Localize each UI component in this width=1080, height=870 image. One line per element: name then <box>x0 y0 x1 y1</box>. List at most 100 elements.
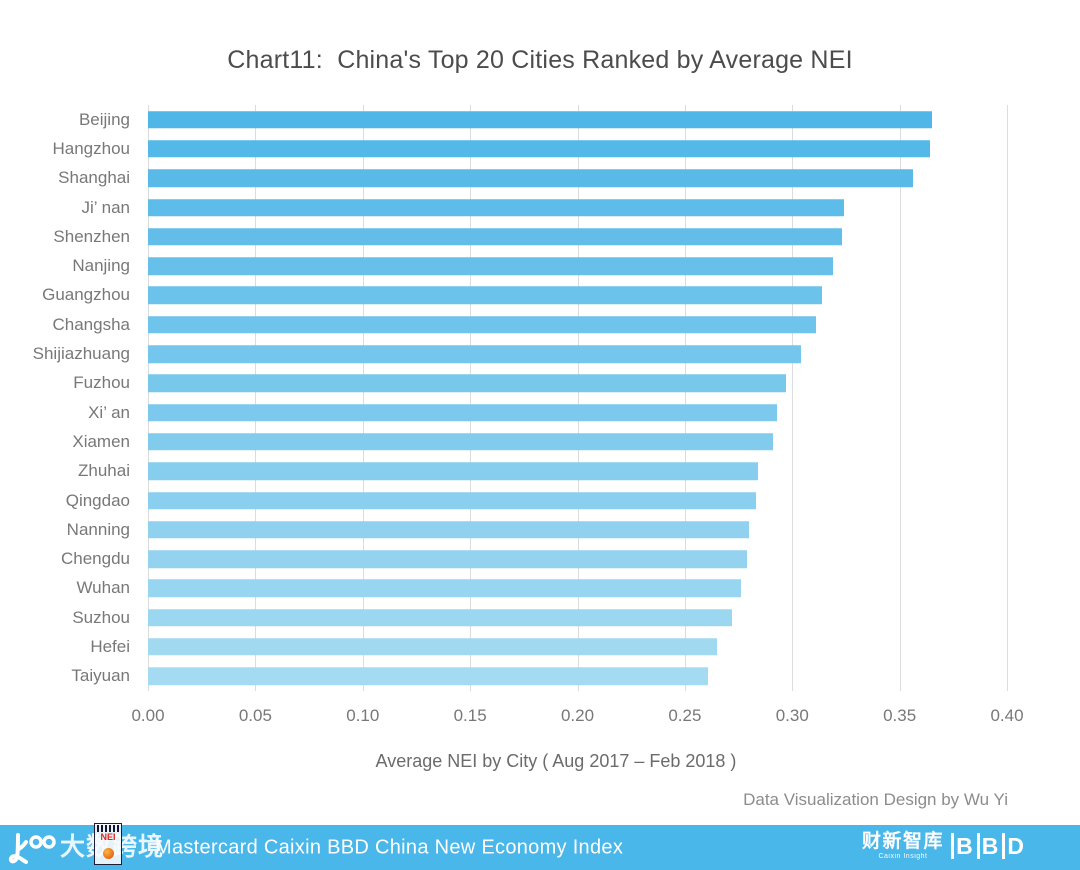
gridline <box>577 105 579 691</box>
bar-track <box>148 427 1007 456</box>
value-bar <box>148 198 844 217</box>
nei-barcode-icon <box>97 825 119 832</box>
gridline <box>1007 105 1008 691</box>
bar-track <box>148 457 1007 486</box>
value-bar <box>148 374 786 393</box>
plot-gridlines <box>148 105 1008 691</box>
gridline <box>362 105 364 691</box>
nei-badge-icon: NEI <box>94 823 122 865</box>
bar-track <box>148 398 1007 427</box>
city-label: Chengdu <box>60 549 130 569</box>
value-bar <box>148 169 913 187</box>
bar-track <box>148 105 1007 134</box>
bbd-letter: D <box>1002 833 1024 859</box>
bar-track <box>148 369 1007 398</box>
bar-track <box>148 164 1007 193</box>
bar-track <box>148 574 1007 603</box>
bbd-letter: B <box>976 833 999 859</box>
city-label: Qingdao <box>65 490 130 510</box>
bbd-letter: B <box>951 833 973 859</box>
bar-row: Nanjing <box>0 251 1007 280</box>
bar-track <box>148 515 1007 544</box>
bar-row: Xi’ an <box>0 398 1007 427</box>
caixin-en-text: Caixin Insight <box>878 853 928 860</box>
bar-track <box>148 310 1007 339</box>
bar-row: Nanning <box>0 515 1007 544</box>
x-tick-label: 0.25 <box>668 706 702 725</box>
value-bar <box>148 315 816 334</box>
value-bar <box>148 403 778 422</box>
bar-track <box>148 662 1007 691</box>
bar-row: Hangzhou <box>0 134 1007 163</box>
value-bar <box>148 140 930 158</box>
value-bar <box>148 491 756 510</box>
bar-row: Ji’ nan <box>0 193 1007 222</box>
bar-rows-container: Beijing Hangzhou Shanghai Ji’ nan Shenzhen Na… <box>0 105 1007 691</box>
bar-row: Zhuhai <box>0 457 1007 486</box>
gridline <box>792 105 794 691</box>
city-label: Wuhan <box>76 578 130 598</box>
value-bar <box>148 110 932 129</box>
x-tick-label: 0.15 <box>453 706 487 725</box>
city-label: Xi’ an <box>88 402 130 422</box>
city-label: Nanjing <box>72 256 130 276</box>
bar-row: Xiamen <box>0 427 1007 456</box>
bar-track <box>148 603 1007 632</box>
city-label: Guangzhou <box>42 285 130 305</box>
gridline <box>684 105 686 691</box>
city-label: Shanghai <box>58 168 130 188</box>
city-label: Hangzhou <box>52 138 130 158</box>
x-axis-ticks: 0.00 0.05 0.10 0.15 0.20 0.25 0.30 0.35 0.40 <box>131 706 1023 730</box>
bar-row: Suzhou <box>0 603 1007 632</box>
bar-row: Wuhan <box>0 574 1007 603</box>
city-label: Changsha <box>52 314 130 334</box>
x-tick-label: 0.00 <box>131 706 165 725</box>
city-label: Xiamen <box>72 431 130 451</box>
k100-logo-icon <box>8 832 56 864</box>
x-tick-label: 0.10 <box>346 706 380 725</box>
bar-row: Shijiazhuang <box>0 339 1007 368</box>
city-label: Shenzhen <box>53 226 130 246</box>
x-tick-label: 0.40 <box>990 706 1024 725</box>
value-bar <box>148 521 750 539</box>
bar-row: Taiyuan <box>0 662 1007 691</box>
bar-row: Chengdu <box>0 544 1007 573</box>
bar-row: Fuzhou <box>0 369 1007 398</box>
value-bar <box>148 286 823 305</box>
nei-badge-label: NEI <box>100 832 116 842</box>
gridline <box>255 105 257 691</box>
value-bar <box>148 667 709 686</box>
bar-track <box>148 193 1007 222</box>
x-axis-label: Average NEI by City ( Aug 2017 – Feb 201… <box>375 751 737 771</box>
caixin-insight-logo: 财新智库 Caixin Insight <box>862 831 944 861</box>
city-label: Zhuhai <box>78 461 130 481</box>
value-bar <box>148 638 718 656</box>
value-bar <box>148 228 842 246</box>
bar-row: Hefei <box>0 632 1007 661</box>
bar-row: Shenzhen <box>0 222 1007 251</box>
bar-row: Changsha <box>0 310 1007 339</box>
caixin-cn-text: 财新智库 <box>861 831 944 852</box>
city-label: Nanning <box>66 519 130 539</box>
value-bar <box>148 579 741 598</box>
x-tick-label: 0.20 <box>560 706 595 725</box>
gridline <box>470 105 472 691</box>
value-bar <box>148 433 773 451</box>
bar-track <box>148 339 1007 368</box>
value-bar <box>148 550 748 568</box>
bar-track <box>148 486 1007 515</box>
bar-track <box>148 222 1007 251</box>
x-tick-label: 0.35 <box>883 706 917 725</box>
city-label: Beijing <box>78 109 130 129</box>
city-label: Suzhou <box>72 607 130 627</box>
x-tick-label: 0.05 <box>238 706 272 725</box>
value-bar <box>148 257 834 275</box>
footer-title: Mastercard Caixin BBD China New Economy … <box>155 836 624 858</box>
nei-circle-icon <box>102 848 114 859</box>
value-bar <box>148 345 801 363</box>
gridline <box>148 105 149 691</box>
bar-track <box>148 251 1007 280</box>
bar-row: Qingdao <box>0 486 1007 515</box>
bar-track <box>148 134 1007 163</box>
bar-row: Shanghai <box>0 164 1007 193</box>
